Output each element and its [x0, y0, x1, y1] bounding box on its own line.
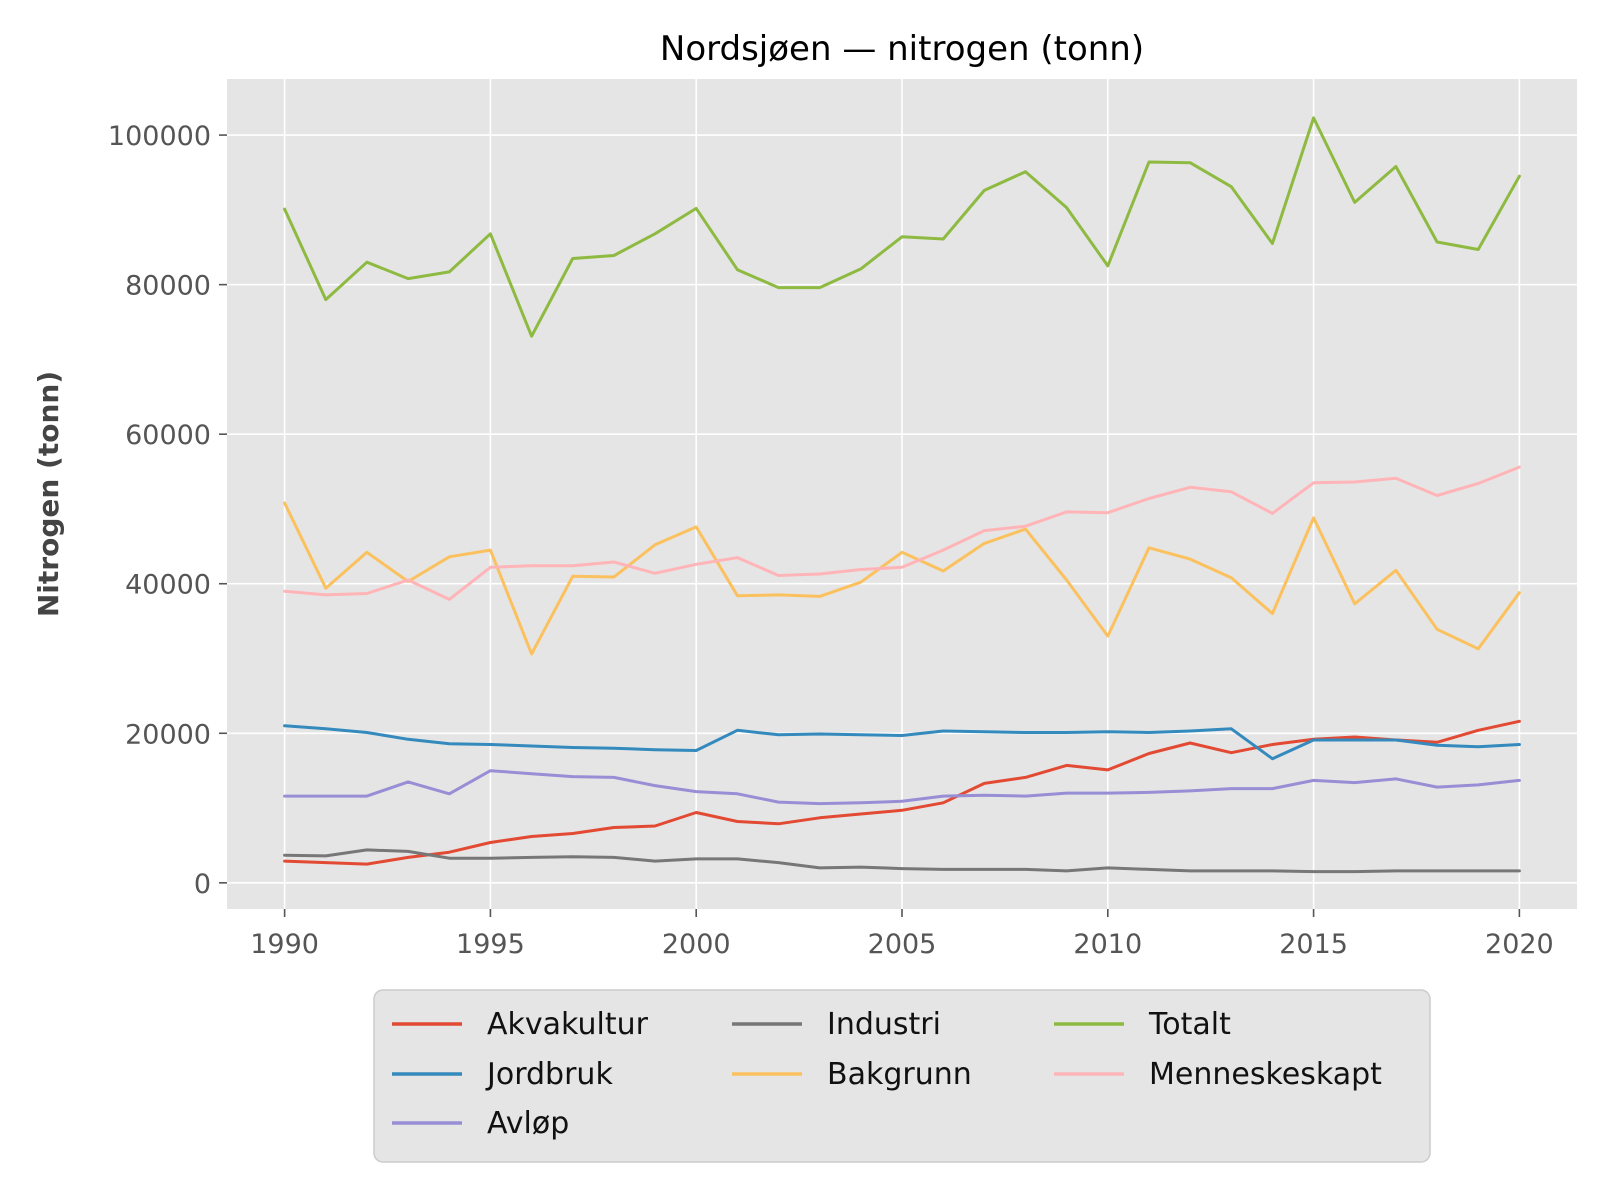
legend-label-jordbruk: Jordbruk	[485, 1057, 613, 1092]
y-tick-label: 20000	[125, 719, 211, 750]
legend-label-bakgrunn: Bakgrunn	[827, 1057, 972, 1092]
x-tick-label: 2010	[1073, 929, 1142, 960]
x-tick-label: 1990	[250, 929, 319, 960]
series-line-jordbruk	[283, 724, 1521, 761]
series-line-bakgrunn	[283, 501, 1521, 656]
chart-title: Nordsjøen — nitrogen (tonn)	[660, 29, 1144, 69]
legend-box	[373, 989, 1431, 1163]
y-axis-label: Nitrogen (tonn)	[32, 371, 65, 617]
x-tick-label: 2020	[1485, 929, 1554, 960]
series-lines	[283, 116, 1521, 874]
y-tick-label: 40000	[125, 570, 211, 601]
series-line-menneskeskapt	[283, 465, 1521, 601]
legend-label-totalt: Totalt	[1148, 1007, 1231, 1042]
y-tick-label: 60000	[125, 420, 211, 451]
y-axis-ticks: 0 20000 40000 60000 80000 100000	[108, 121, 227, 900]
y-tick-label: 0	[194, 869, 211, 900]
x-tick-label: 1995	[456, 929, 525, 960]
x-tick-label: 2000	[662, 929, 731, 960]
y-tick-label: 80000	[125, 271, 211, 302]
x-tick-label: 2015	[1279, 929, 1348, 960]
y-tick-label: 100000	[108, 121, 211, 152]
legend: Akvakultur Jordbruk Avløp Industri Bakgrunn T…	[373, 989, 1431, 1163]
legend-label-industri: Industri	[827, 1007, 941, 1042]
series-line-industri	[283, 848, 1521, 874]
legend-label-avl-p: Avløp	[487, 1106, 569, 1141]
x-tick-label: 2005	[868, 929, 937, 960]
x-axis-ticks: 1990 1995 2000 2005 2010 2015 2020	[250, 909, 1554, 960]
series-line-avl-p	[283, 769, 1521, 806]
legend-label-menneskeskapt: Menneskeskapt	[1149, 1057, 1382, 1092]
grid-lines	[227, 79, 1577, 909]
series-line-totalt	[283, 116, 1521, 338]
legend-label-akvakultur: Akvakultur	[487, 1007, 649, 1042]
